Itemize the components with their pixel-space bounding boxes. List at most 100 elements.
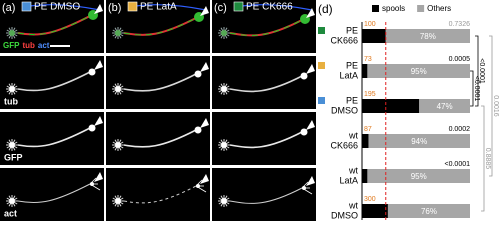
arrowhead [200, 62, 209, 72]
bracket [475, 35, 479, 107]
category-label: wt [348, 165, 358, 175]
bracket [470, 70, 474, 107]
value-label: 94% [411, 137, 427, 146]
row-label: tub [4, 96, 18, 106]
bar-segment [367, 169, 470, 183]
image-panel [212, 0, 316, 53]
bar-segment [362, 64, 368, 78]
category-label: DMSO [331, 210, 358, 220]
soma [115, 198, 121, 204]
category-label: PE [346, 60, 358, 70]
count-label: 100 [364, 21, 376, 28]
image-panel [0, 56, 104, 109]
axon [17, 71, 91, 92]
count-label: 300 [364, 196, 376, 203]
axon [229, 131, 303, 149]
soma [115, 86, 121, 92]
bracket [481, 105, 485, 212]
legend-label: Others [427, 4, 451, 13]
condition-swatch [127, 1, 138, 12]
arrowhead [94, 4, 103, 14]
channel-label: tub [22, 41, 35, 50]
value-label: 47% [437, 102, 453, 111]
growth-cone [194, 126, 202, 134]
channel-label: act [38, 41, 50, 50]
condition-title: PE LatA [140, 2, 177, 13]
growth-cone [88, 124, 96, 132]
bar-segment [419, 99, 470, 113]
arrowhead [200, 6, 209, 16]
axon [123, 185, 197, 204]
soma [221, 198, 227, 204]
soma [221, 86, 227, 92]
row-label: act [4, 208, 17, 218]
arrowhead [306, 176, 315, 186]
axon-gfp [229, 19, 303, 36]
category-label: PE [346, 95, 358, 105]
axon [123, 73, 197, 92]
arrowhead [94, 116, 103, 126]
axon [123, 129, 197, 148]
category-label: PE [346, 25, 358, 35]
filopodium [301, 181, 309, 189]
filopodium [89, 177, 97, 185]
panel-letter: (a) [2, 2, 15, 14]
category-label: wt [348, 130, 358, 140]
soma [221, 142, 227, 148]
p-value: 0.0005 [449, 56, 471, 63]
arrowhead [306, 64, 315, 74]
panel-letter: (c) [214, 2, 227, 14]
soma [115, 142, 121, 148]
bar-segment [367, 64, 470, 78]
soma [115, 30, 121, 36]
soma [221, 30, 227, 36]
bar-segment [362, 169, 368, 183]
category-swatch [318, 62, 325, 69]
condition-title: PE CK666 [246, 2, 293, 13]
soma [9, 86, 15, 92]
image-panel [212, 168, 316, 221]
value-label: 95% [411, 67, 427, 76]
bar-segment [385, 29, 470, 43]
bar-segment [362, 29, 386, 43]
condition-swatch [21, 1, 32, 12]
bar-segment [362, 99, 420, 113]
bracket-p: 0.8885 [484, 148, 491, 170]
growth-cone [300, 128, 308, 136]
growth-cone [88, 68, 96, 76]
image-panel [106, 56, 210, 109]
bracket-p: <0.0001 [478, 58, 485, 84]
axon-gfp [17, 15, 91, 36]
p-value: 0.0002 [449, 126, 471, 133]
arrowhead [94, 172, 103, 182]
filopodium [195, 185, 207, 193]
panel-letter: (d) [318, 2, 333, 16]
legend-swatch [417, 5, 425, 12]
category-label: wt [348, 200, 358, 210]
axon-gfp [123, 17, 197, 36]
bar-segment [368, 134, 470, 148]
soma [9, 198, 15, 204]
legend-label: spools [382, 4, 405, 13]
bar-segment [362, 134, 369, 148]
image-panel [106, 168, 210, 221]
p-value: 0.7326 [449, 21, 471, 28]
axon [17, 127, 91, 148]
bracket [489, 35, 493, 177]
category-swatch [318, 27, 325, 34]
channel-label: GFP [3, 41, 20, 50]
arrowhead [200, 118, 209, 128]
value-label: 76% [421, 207, 437, 216]
image-panel [0, 0, 104, 53]
axon [229, 187, 303, 204]
bar-segment [362, 204, 388, 218]
filopodium [89, 183, 101, 191]
extra-process [135, 4, 207, 11]
image-panel [106, 0, 210, 53]
bar-segment [387, 204, 470, 218]
axon [229, 75, 303, 93]
category-label: LatA [339, 175, 358, 185]
extra-process [241, 4, 313, 11]
row-label: GFP [4, 152, 23, 162]
